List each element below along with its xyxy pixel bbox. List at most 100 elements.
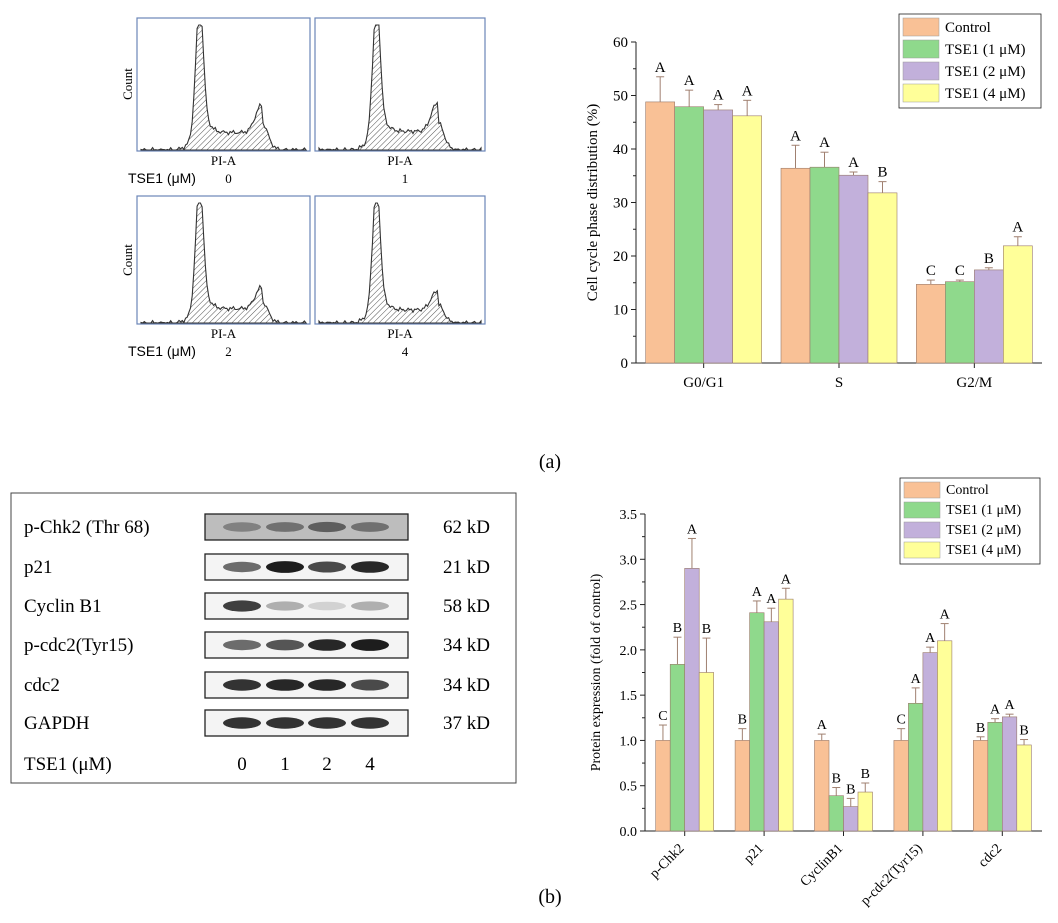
legend-swatch [903, 501, 941, 519]
bar [922, 652, 938, 832]
blot-dose-label: TSE1 (μM) [24, 754, 112, 775]
blot-dose-value: 4 [365, 754, 375, 775]
blot-band [223, 679, 261, 691]
significance-letter: A [911, 672, 922, 687]
blot-dose-value: 0 [237, 754, 247, 775]
y-tick-label: 2.0 [620, 644, 638, 659]
significance-letter: B [846, 782, 855, 797]
significance-letter: B [832, 772, 841, 787]
blot-band [351, 601, 389, 611]
bar [703, 109, 733, 364]
histogram-dose-value: 1 [402, 171, 409, 186]
bar [857, 791, 873, 832]
panel-a-label: (a) [539, 451, 561, 473]
significance-letter: A [655, 60, 666, 76]
blot-band [308, 717, 346, 729]
significance-letter: A [819, 135, 830, 151]
y-tick-label: 3.5 [620, 508, 638, 523]
significance-letter: A [1004, 698, 1015, 713]
y-tick-label: 1.0 [620, 734, 638, 749]
legend-label: TSE1 (4 μM) [946, 543, 1022, 558]
flow-cytometry-histograms: PI-A 0 PI-A 1 PI-A 2 PI-A 4 Count Count TSE1 (μM) T… [120, 17, 486, 359]
legend-swatch [902, 61, 940, 81]
legend-swatch [903, 481, 941, 499]
legend-swatch [902, 39, 940, 59]
molecular-weight: 37 kD [443, 713, 490, 734]
y-tick-label: 50 [613, 89, 628, 105]
significance-letter: B [861, 767, 870, 782]
significance-letter: A [848, 155, 859, 171]
bar [987, 722, 1003, 832]
legend-label: TSE1 (4 μM) [945, 86, 1026, 102]
blot-band [351, 561, 389, 573]
blot-band [266, 601, 304, 611]
significance-letter: B [702, 622, 711, 637]
bar [749, 612, 765, 832]
bar [937, 640, 953, 832]
bar [838, 174, 869, 364]
histogram-xlabel: PI-A [211, 326, 237, 341]
significance-letter: B [976, 721, 985, 736]
significance-letter: A [684, 73, 695, 89]
blot-band [223, 639, 261, 651]
significance-letter: A [790, 128, 801, 144]
histogram-frame [314, 195, 486, 325]
blot-dose-value: 1 [280, 754, 290, 775]
significance-letter: A [990, 703, 1001, 718]
significance-letter: A [817, 718, 828, 733]
significance-letter: A [742, 83, 753, 99]
bar [1016, 744, 1032, 832]
bar [1001, 716, 1018, 832]
panel-b-label: (b) [538, 886, 561, 908]
histogram-dose-label: TSE1 (μM) [128, 343, 196, 359]
significance-letter: A [752, 585, 763, 600]
x-tick-label: CyclinB1 [798, 841, 847, 890]
x-tick-label: p-Chk2 [647, 841, 687, 881]
significance-letter: C [955, 263, 965, 279]
histogram-ylabel: Count [120, 244, 135, 276]
cell-cycle-chart: 0 10 20 30 40 50 60 Cell cycle phase distributi… [585, 13, 1042, 391]
significance-letter: C [658, 709, 667, 724]
y-axis-label: Cell cycle phase distribution (%) [585, 104, 601, 301]
bar [1003, 245, 1033, 364]
x-tick-label: G2/M [956, 375, 992, 391]
blot-band [351, 717, 389, 729]
protein-expression-chart: 0.0 0.5 1.0 1.5 2.0 2.5 3.0 3.5 Protein expressi… [589, 477, 1042, 909]
molecular-weight: 58 kD [443, 596, 490, 617]
blot-band [223, 600, 261, 612]
legend-swatch [903, 521, 941, 539]
legend-label: Control [946, 483, 989, 498]
protein-name: cdc2 [24, 675, 60, 696]
blot-band [351, 679, 389, 691]
significance-letter: C [896, 713, 905, 728]
y-tick-label: 20 [613, 249, 628, 265]
bar [974, 269, 1004, 364]
bar [669, 664, 686, 832]
blot-band [223, 717, 261, 729]
y-tick-label: 1.5 [620, 689, 638, 704]
blot-band [223, 561, 261, 573]
bar [645, 101, 675, 364]
x-tick-label: p21 [741, 841, 766, 866]
x-tick-label: G0/G1 [683, 375, 724, 391]
bar [809, 166, 840, 364]
blot-band [308, 601, 346, 611]
bar [684, 568, 700, 832]
histogram-trace [318, 202, 482, 324]
legend-label: TSE1 (2 μM) [945, 64, 1026, 80]
blot-band [266, 522, 304, 532]
molecular-weight: 62 kD [443, 517, 490, 538]
significance-letter: B [877, 165, 887, 181]
significance-letter: A [940, 608, 951, 623]
blot-band [266, 639, 304, 651]
x-tick-label: cdc2 [976, 841, 1005, 870]
y-tick-label: 0.5 [620, 780, 638, 795]
histogram-xlabel: PI-A [387, 153, 413, 168]
bar [763, 621, 779, 832]
bar [893, 740, 909, 832]
bar [908, 702, 924, 832]
blot-band [351, 522, 389, 532]
significance-letter: A [713, 88, 724, 104]
y-tick-label: 30 [613, 196, 628, 212]
legend-label: TSE1 (1 μM) [946, 503, 1022, 518]
